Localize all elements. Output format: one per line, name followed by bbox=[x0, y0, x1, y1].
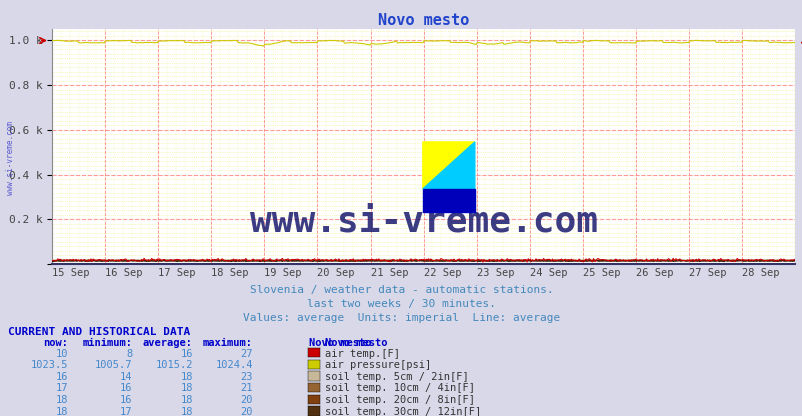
Text: 1024.4: 1024.4 bbox=[215, 360, 253, 370]
Text: 16: 16 bbox=[180, 349, 192, 359]
Text: 1015.2: 1015.2 bbox=[155, 360, 192, 370]
Text: 1005.7: 1005.7 bbox=[95, 360, 132, 370]
Text: last two weeks / 30 minutes.: last two weeks / 30 minutes. bbox=[306, 299, 496, 309]
Text: Slovenia / weather data - automatic stations.: Slovenia / weather data - automatic stat… bbox=[249, 285, 553, 295]
Text: 8: 8 bbox=[126, 349, 132, 359]
Text: 18: 18 bbox=[55, 395, 68, 405]
Polygon shape bbox=[423, 142, 474, 189]
Text: 18: 18 bbox=[55, 407, 68, 416]
Text: 1023.5: 1023.5 bbox=[30, 360, 68, 370]
Text: www.si-vreme.com: www.si-vreme.com bbox=[6, 121, 15, 195]
Text: 20: 20 bbox=[240, 395, 253, 405]
Text: 23: 23 bbox=[240, 372, 253, 382]
Text: 16: 16 bbox=[119, 384, 132, 394]
Title: Novo mesto: Novo mesto bbox=[378, 13, 468, 28]
Text: soil temp. 30cm / 12in[F]: soil temp. 30cm / 12in[F] bbox=[325, 407, 481, 416]
Text: 18: 18 bbox=[180, 407, 192, 416]
Text: 15 Sep: 15 Sep bbox=[52, 268, 90, 278]
Text: soil temp. 5cm / 2in[F]: soil temp. 5cm / 2in[F] bbox=[325, 372, 468, 382]
Text: 18: 18 bbox=[180, 384, 192, 394]
Text: 21: 21 bbox=[240, 384, 253, 394]
Text: air temp.[F]: air temp.[F] bbox=[325, 349, 399, 359]
Text: soil temp. 20cm / 8in[F]: soil temp. 20cm / 8in[F] bbox=[325, 395, 475, 405]
Text: air pressure[psi]: air pressure[psi] bbox=[325, 360, 431, 370]
Polygon shape bbox=[423, 142, 474, 189]
Polygon shape bbox=[423, 189, 474, 213]
Text: 27 Sep: 27 Sep bbox=[688, 268, 726, 278]
Text: 10: 10 bbox=[55, 349, 68, 359]
Text: 21 Sep: 21 Sep bbox=[370, 268, 407, 278]
Text: 18: 18 bbox=[180, 372, 192, 382]
Text: average:: average: bbox=[143, 338, 192, 348]
Text: 17: 17 bbox=[119, 407, 132, 416]
Text: maximum:: maximum: bbox=[203, 338, 253, 348]
Text: www.si-vreme.com: www.si-vreme.com bbox=[249, 205, 597, 239]
Text: minimum:: minimum: bbox=[83, 338, 132, 348]
Text: 20 Sep: 20 Sep bbox=[317, 268, 354, 278]
Text: 27: 27 bbox=[240, 349, 253, 359]
Text: soil temp. 10cm / 4in[F]: soil temp. 10cm / 4in[F] bbox=[325, 384, 475, 394]
Text: 18: 18 bbox=[180, 395, 192, 405]
Text: 22 Sep: 22 Sep bbox=[423, 268, 460, 278]
Text: Novo mesto: Novo mesto bbox=[309, 338, 371, 348]
Text: 20: 20 bbox=[240, 407, 253, 416]
Text: 17: 17 bbox=[55, 384, 68, 394]
Text: 25 Sep: 25 Sep bbox=[582, 268, 619, 278]
Text: 16: 16 bbox=[55, 372, 68, 382]
Text: 17 Sep: 17 Sep bbox=[158, 268, 196, 278]
Text: 26 Sep: 26 Sep bbox=[635, 268, 672, 278]
Text: now:: now: bbox=[43, 338, 68, 348]
Text: Values: average  Units: imperial  Line: average: Values: average Units: imperial Line: av… bbox=[242, 313, 560, 323]
Text: 23 Sep: 23 Sep bbox=[476, 268, 513, 278]
Text: CURRENT AND HISTORICAL DATA: CURRENT AND HISTORICAL DATA bbox=[8, 327, 190, 337]
Text: 24 Sep: 24 Sep bbox=[529, 268, 566, 278]
Text: Novo mesto: Novo mesto bbox=[325, 338, 387, 348]
Text: 19 Sep: 19 Sep bbox=[264, 268, 302, 278]
Text: 28 Sep: 28 Sep bbox=[741, 268, 779, 278]
Text: 16 Sep: 16 Sep bbox=[105, 268, 143, 278]
Text: 14: 14 bbox=[119, 372, 132, 382]
Text: 18 Sep: 18 Sep bbox=[211, 268, 249, 278]
Text: 16: 16 bbox=[119, 395, 132, 405]
